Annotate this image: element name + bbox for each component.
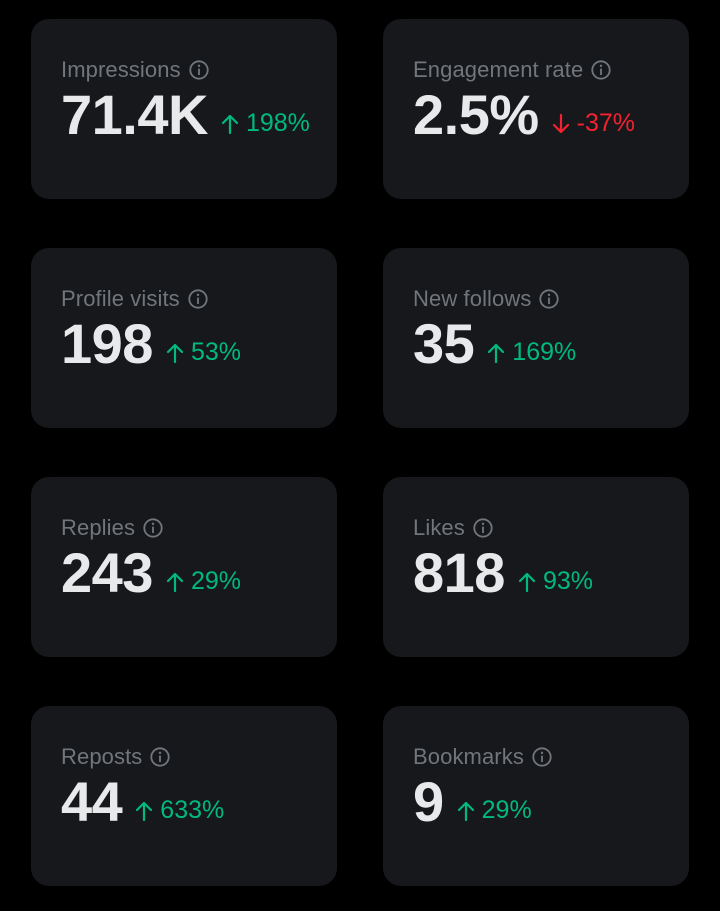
arrow-up-icon bbox=[165, 571, 185, 593]
metrics-grid: Impressions 71.4K 198% Engagement rate 2… bbox=[31, 19, 689, 886]
metric-label: Impressions bbox=[61, 57, 181, 82]
metric-value: 9 bbox=[413, 770, 444, 833]
metric-value-row: 2.5% -37% bbox=[413, 83, 689, 147]
info-icon[interactable] bbox=[531, 746, 553, 768]
metric-card-reposts: Reposts 44 633% bbox=[31, 706, 337, 886]
metric-card-engagement-rate: Engagement rate 2.5% -37% bbox=[383, 19, 689, 199]
arrow-up-icon bbox=[134, 800, 154, 822]
metric-label-row: Replies bbox=[61, 513, 337, 543]
metric-value: 2.5% bbox=[413, 83, 539, 146]
metric-change: 169% bbox=[486, 338, 576, 367]
arrow-up-icon bbox=[456, 800, 476, 822]
metric-value: 71.4K bbox=[61, 83, 208, 146]
metric-value-row: 818 93% bbox=[413, 541, 689, 605]
metric-label: Bookmarks bbox=[413, 744, 524, 769]
metric-change-value: 169% bbox=[512, 337, 577, 366]
metric-label: Reposts bbox=[61, 744, 143, 769]
metric-value-row: 44 633% bbox=[61, 770, 337, 834]
metric-label-row: Engagement rate bbox=[413, 55, 689, 85]
metric-label-row: Likes bbox=[413, 513, 689, 543]
metric-label-row: Profile visits bbox=[61, 284, 337, 314]
info-icon[interactable] bbox=[142, 517, 164, 539]
metric-change-value: 93% bbox=[542, 566, 593, 595]
metric-change: 29% bbox=[165, 567, 241, 596]
metric-value-row: 9 29% bbox=[413, 770, 689, 834]
metric-value-row: 243 29% bbox=[61, 541, 337, 605]
metric-value: 818 bbox=[413, 541, 505, 604]
metric-label: Profile visits bbox=[61, 286, 180, 311]
metric-change: 53% bbox=[165, 338, 241, 367]
arrow-down-icon bbox=[551, 113, 571, 135]
metric-change-value: 29% bbox=[190, 566, 241, 595]
metric-change-value: 633% bbox=[160, 795, 225, 824]
metric-card-impressions: Impressions 71.4K 198% bbox=[31, 19, 337, 199]
metric-label-row: New follows bbox=[413, 284, 689, 314]
metric-change: -37% bbox=[551, 109, 635, 138]
metric-change-value: -37% bbox=[576, 108, 636, 137]
metric-card-bookmarks: Bookmarks 9 29% bbox=[383, 706, 689, 886]
metric-change-value: 198% bbox=[245, 108, 310, 137]
metric-card-new-follows: New follows 35 169% bbox=[383, 248, 689, 428]
arrow-up-icon bbox=[220, 113, 240, 135]
metric-card-likes: Likes 818 93% bbox=[383, 477, 689, 657]
info-icon[interactable] bbox=[187, 288, 209, 310]
arrow-up-icon bbox=[517, 571, 537, 593]
metric-label-row: Reposts bbox=[61, 742, 337, 772]
metric-change: 198% bbox=[220, 109, 310, 138]
metric-label: New follows bbox=[413, 286, 532, 311]
info-icon[interactable] bbox=[149, 746, 171, 768]
metric-value-row: 198 53% bbox=[61, 312, 337, 376]
metric-change: 633% bbox=[134, 796, 224, 825]
metric-label: Engagement rate bbox=[413, 57, 584, 82]
arrow-up-icon bbox=[486, 342, 506, 364]
metric-value-row: 35 169% bbox=[413, 312, 689, 376]
metric-value: 243 bbox=[61, 541, 153, 604]
metric-change: 29% bbox=[456, 796, 532, 825]
info-icon[interactable] bbox=[538, 288, 560, 310]
metric-label-row: Impressions bbox=[61, 55, 337, 85]
metric-value: 35 bbox=[413, 312, 475, 375]
metric-card-profile-visits: Profile visits 198 53% bbox=[31, 248, 337, 428]
metric-change: 93% bbox=[517, 567, 593, 596]
metric-change-value: 53% bbox=[190, 337, 241, 366]
metric-change-value: 29% bbox=[481, 795, 532, 824]
metric-label: Likes bbox=[413, 515, 465, 540]
info-icon[interactable] bbox=[472, 517, 494, 539]
metric-label-row: Bookmarks bbox=[413, 742, 689, 772]
arrow-up-icon bbox=[165, 342, 185, 364]
metric-card-replies: Replies 243 29% bbox=[31, 477, 337, 657]
metric-value-row: 71.4K 198% bbox=[61, 83, 337, 147]
metric-value: 44 bbox=[61, 770, 123, 833]
info-icon[interactable] bbox=[590, 59, 612, 81]
metric-label: Replies bbox=[61, 515, 136, 540]
info-icon[interactable] bbox=[188, 59, 210, 81]
metric-value: 198 bbox=[61, 312, 153, 375]
